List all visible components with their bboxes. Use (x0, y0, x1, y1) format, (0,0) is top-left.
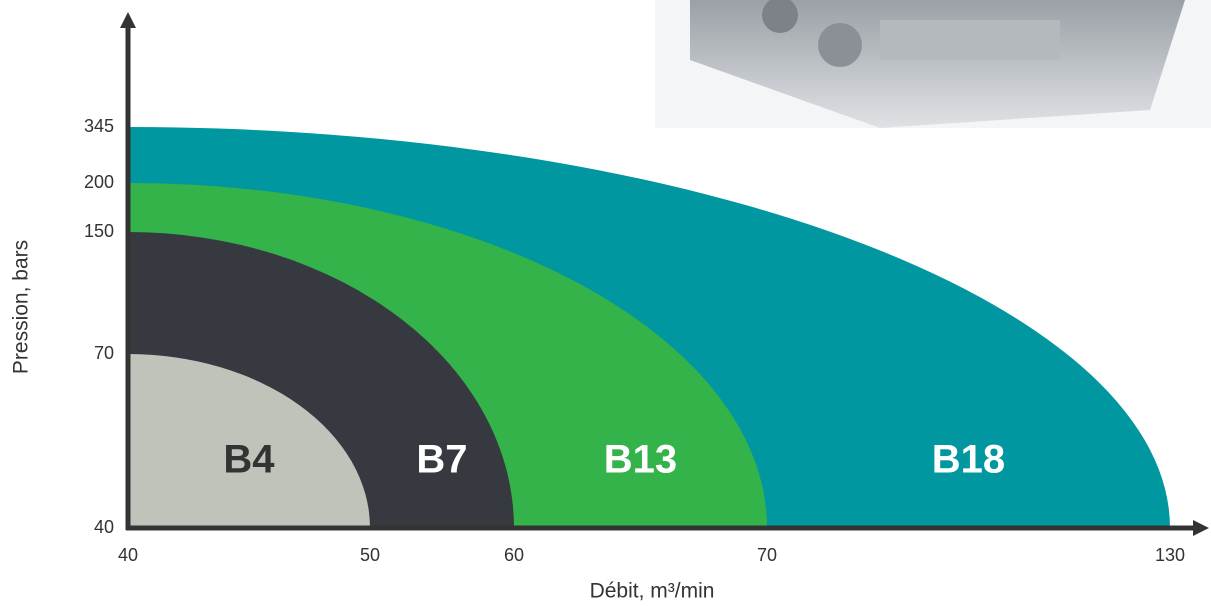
x-tick-label: 40 (118, 545, 138, 565)
y-tick-label: 40 (94, 517, 114, 537)
area-label: B7 (416, 438, 467, 482)
y-tick-label: 345 (84, 116, 114, 136)
area-label: B18 (932, 438, 1005, 482)
x-tick-label: 60 (504, 545, 524, 565)
x-tick-label: 130 (1155, 545, 1185, 565)
area-label: B4 (223, 438, 275, 482)
x-axis-title: Débit, m³/min (590, 580, 715, 603)
y-axis-title: Pression, bars (10, 240, 33, 374)
area-label: B13 (604, 438, 677, 482)
x-tick-label: 50 (360, 545, 380, 565)
y-tick-label: 200 (84, 172, 114, 192)
pump-image (655, 0, 1211, 128)
y-tick-label: 150 (84, 221, 114, 241)
x-tick-label: 70 (757, 545, 777, 565)
chart: Pression, bars Débit, m³/min 40 50 60 70 130… (0, 0, 1211, 606)
y-tick-label: 70 (94, 343, 114, 363)
